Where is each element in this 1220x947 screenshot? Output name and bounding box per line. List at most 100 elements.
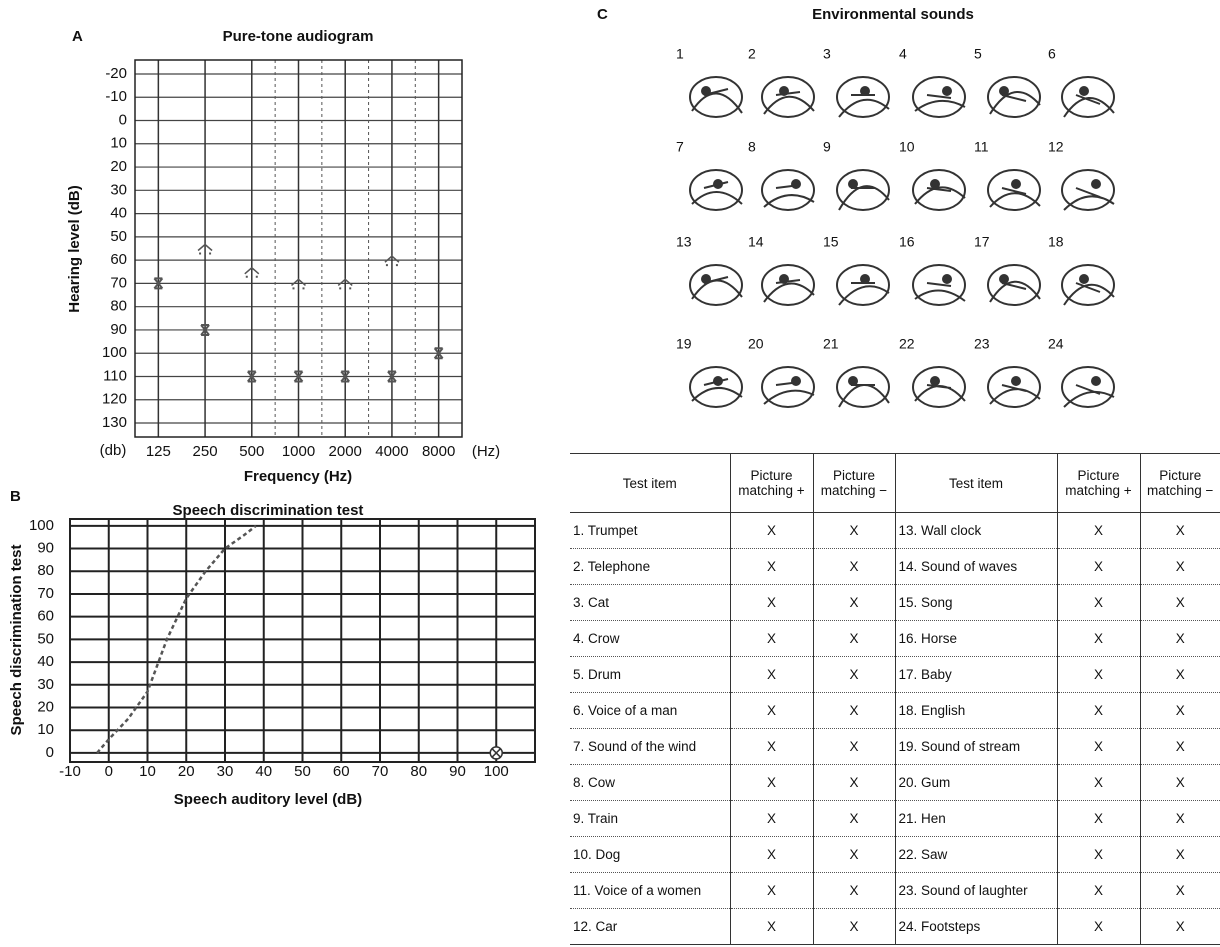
table-cell: X (729, 692, 813, 729)
y-tick-label: -20 (105, 65, 127, 82)
table-row: 11. Voice of a women X X 23. Sound of laugh… (570, 872, 1220, 909)
table-cell: X (1056, 764, 1140, 801)
picture (912, 169, 966, 211)
table-cell: 9. Train (570, 800, 730, 837)
table-cell: X (1056, 512, 1140, 549)
y-tick-label: 60 (37, 608, 54, 625)
marker-shape (340, 370, 350, 383)
y-tick-label: 30 (110, 181, 127, 198)
picture (987, 264, 1041, 306)
picture-shape (1063, 282, 1115, 306)
marker (489, 746, 503, 760)
picture-shape (987, 76, 1041, 118)
picture-shape (713, 376, 723, 386)
marker (337, 278, 353, 290)
y-tick-label: 20 (110, 158, 127, 175)
picture-shape (1061, 264, 1115, 306)
table-cell: X (812, 908, 895, 945)
table-cell: 5. Drum (570, 656, 730, 693)
picture (987, 366, 1041, 408)
table-cell: X (812, 764, 895, 801)
table-row: 5. Drum X X 17. Baby X X (570, 656, 1220, 693)
table-cell: 12. Car (570, 908, 730, 945)
picture (836, 169, 890, 211)
picture (689, 366, 743, 408)
x-tick-label: 100 (484, 763, 509, 780)
picture-number: 3 (823, 46, 831, 62)
marker-shape (197, 243, 213, 252)
table-cell: X (729, 836, 813, 873)
table-cell: X (729, 764, 813, 801)
header-cell: Picture matching − (1139, 453, 1220, 513)
table-row: 4. Crow X X 16. Horse X X (570, 620, 1220, 657)
picture-shape (912, 366, 966, 408)
marker-shape (247, 370, 257, 383)
picture-shape (1079, 86, 1089, 96)
x-tick-label: 30 (217, 763, 234, 780)
picture-shape (914, 384, 966, 402)
table-cell: X (1139, 620, 1220, 657)
picture-shape (1091, 376, 1101, 386)
picture-number: 13 (676, 234, 692, 250)
picture-shape (838, 282, 890, 306)
y-tick-label: 120 (102, 391, 127, 408)
header-row: Test item Picture matching + Picture match… (570, 453, 1220, 513)
x-tick-label: 0 (105, 763, 113, 780)
picture (912, 366, 966, 408)
picture-number: 15 (823, 234, 839, 250)
picture-number: 8 (748, 139, 756, 155)
table-cell: X (812, 728, 895, 765)
picture-shape (836, 76, 890, 118)
marker (153, 277, 164, 290)
table-cell: 15. Song (894, 584, 1057, 621)
picture-shape (1011, 376, 1021, 386)
picture-shape (836, 264, 890, 306)
chart-title: Pure-tone audiogram (223, 28, 374, 45)
picture-shape (1063, 384, 1115, 408)
table-cell: X (1056, 656, 1140, 693)
marker-shape (433, 347, 444, 360)
picture-number: 24 (1048, 336, 1064, 352)
marker (293, 370, 304, 383)
y-tick-label: 80 (110, 298, 127, 315)
table-cell: X (1056, 800, 1140, 837)
table-cell: X (1056, 584, 1140, 621)
table-cell: 13. Wall clock (894, 512, 1057, 549)
table-cell: X (812, 692, 895, 729)
panel-title: Environmental sounds (812, 6, 974, 23)
table-cell: X (1139, 656, 1220, 693)
picture-number: 6 (1048, 46, 1056, 62)
table-cell: X (1056, 872, 1140, 909)
table-cell: X (1139, 836, 1220, 873)
table-row: 7. Sound of the wind X X 19. Sound of strea… (570, 728, 1220, 765)
table-cell: 16. Horse (894, 620, 1057, 657)
picture-shape (860, 86, 870, 96)
table-cell: 20. Gum (894, 764, 1057, 801)
y-tick-label: 40 (37, 653, 54, 670)
picture (689, 169, 743, 211)
y-tick-label: 130 (102, 414, 127, 431)
picture (836, 76, 890, 118)
picture (836, 264, 890, 306)
y-tick-label: 30 (37, 676, 54, 693)
picture-shape (914, 186, 966, 205)
table-cell: X (812, 548, 895, 585)
table-cell: 8. Cow (570, 764, 730, 801)
picture-shape (1061, 169, 1115, 211)
x-tick-label: 2000 (329, 443, 362, 460)
x-tick-label: 8000 (422, 443, 455, 460)
table-cell: 19. Sound of stream (894, 728, 1057, 765)
x-tick-label: 40 (255, 763, 272, 780)
picture-shape (848, 179, 858, 189)
picture-shape (701, 86, 711, 96)
picture-number: 12 (1048, 139, 1064, 155)
picture-shape (1079, 274, 1089, 284)
picture-shape (912, 264, 966, 306)
picture (1061, 366, 1115, 408)
picture (912, 264, 966, 306)
y-tick-label: 10 (37, 721, 54, 738)
picture-shape (791, 179, 801, 189)
picture-shape (1061, 76, 1115, 118)
picture-shape (999, 86, 1009, 96)
